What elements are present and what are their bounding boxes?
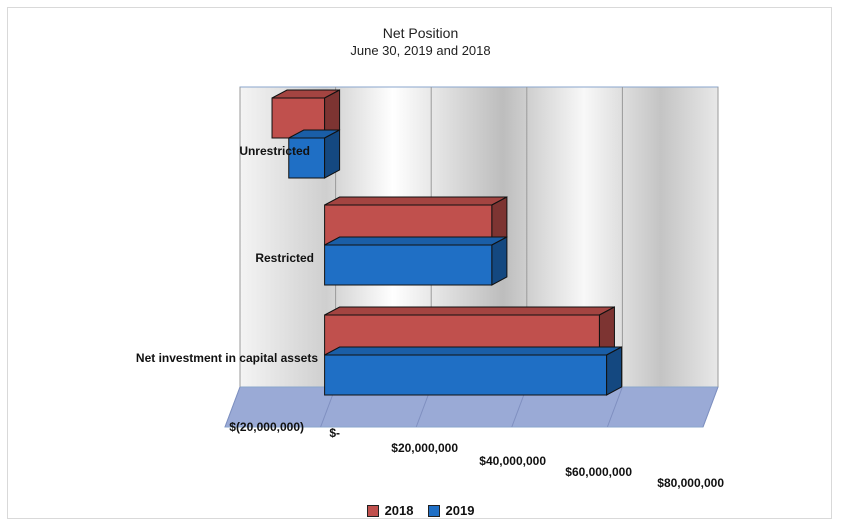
bar-top-2019-1: [324, 236, 508, 246]
bar-top-2018-2: [324, 306, 615, 316]
tick-label: $80,000,000: [657, 476, 724, 490]
chart-title: Net Position: [382, 25, 459, 41]
bar-side-2019-1: [491, 236, 508, 286]
legend-item-2018: 2018: [366, 503, 414, 518]
floor-gridline: [702, 386, 719, 428]
legend-label-2018: 2018: [384, 503, 414, 518]
bar-top-2019-2: [324, 346, 622, 356]
bar-2019-2: [324, 354, 608, 396]
tick-label: $40,000,000: [479, 454, 546, 468]
category-label: Net investment in capital assets: [136, 351, 318, 365]
legend-item-2019: 2019: [427, 503, 475, 518]
floor-gridline: [224, 386, 241, 428]
bar-2019-0: [288, 137, 326, 179]
legend-swatch-2018: [366, 504, 379, 517]
bar-side-2019-2: [606, 346, 623, 396]
legend-swatch-2019: [427, 504, 440, 517]
tick-label: $20,000,000: [391, 441, 458, 455]
bar-top-2018-1: [324, 196, 508, 206]
legend-label-2019: 2019: [445, 503, 475, 518]
chart-subtitle: June 30, 2019 and 2018: [350, 43, 491, 58]
legend: 2018 2019: [0, 503, 841, 518]
bar-side-2019-0: [324, 129, 341, 179]
floor-gridline: [606, 386, 623, 428]
bar-2019-1: [324, 244, 493, 286]
tick-label: $(20,000,000): [229, 420, 304, 434]
category-label: Unrestricted: [239, 144, 310, 158]
tick-label: $60,000,000: [565, 465, 632, 479]
category-label: Restricted: [255, 251, 314, 265]
tick-label: $-: [329, 426, 340, 440]
